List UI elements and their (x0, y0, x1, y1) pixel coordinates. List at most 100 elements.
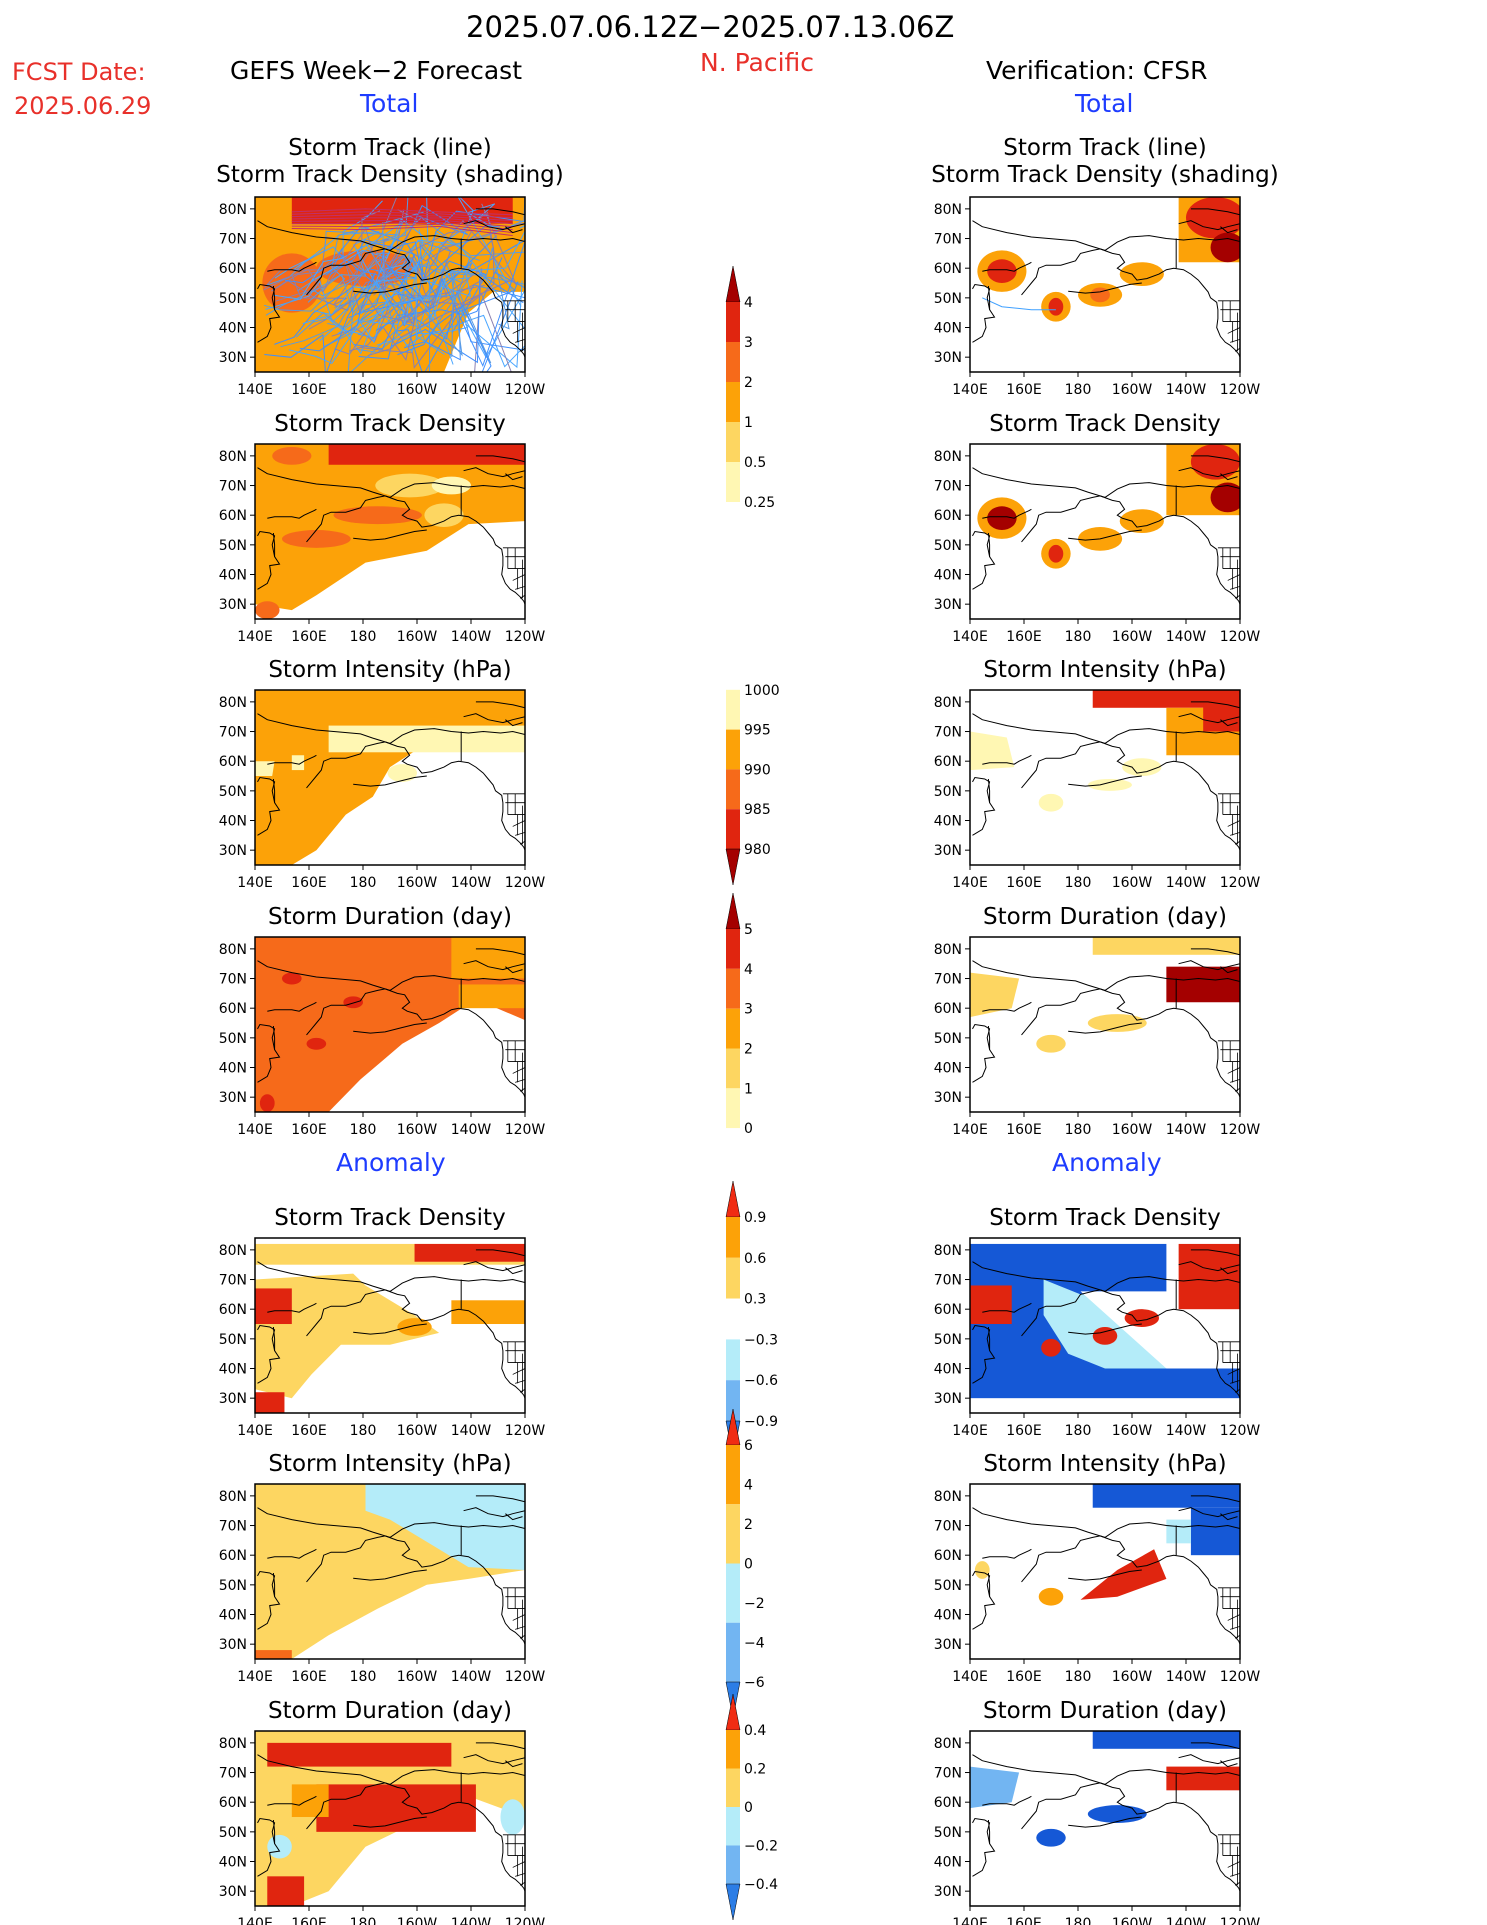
coastline (505, 226, 523, 234)
shade-region (255, 1650, 292, 1659)
y-tick-label: 40N (934, 1855, 962, 1871)
storm-track (400, 247, 510, 330)
us-state-lines (502, 300, 525, 352)
shade-blob (1048, 297, 1064, 316)
colorbar-label: −0.4 (744, 1877, 778, 1893)
x-tick-label: 160E (1006, 629, 1042, 645)
coastline (475, 701, 525, 709)
y-tick-label: 50N (219, 1332, 247, 1348)
map-shading (255, 1484, 525, 1659)
colorbar-label: 985 (744, 802, 771, 818)
storm-track (365, 219, 525, 288)
y-tick-label: 80N (934, 202, 962, 218)
colorbar-segment (726, 809, 740, 849)
y-tick-label: 40N (934, 321, 962, 337)
y-tick-label: 50N (934, 538, 962, 554)
coastline (972, 713, 1106, 744)
coastline (384, 988, 525, 1098)
storm-track (291, 225, 513, 237)
us-state-lines (1217, 1341, 1240, 1393)
colorbar-segment (726, 1445, 740, 1505)
x-tick-label: 160E (1006, 1916, 1042, 1925)
coastline (353, 1816, 427, 1828)
coastline (1021, 1782, 1101, 1830)
y-tick-label: 30N (219, 1637, 247, 1653)
shade-region (970, 1285, 1012, 1325)
colorbar-segment (726, 1298, 740, 1340)
x-tick-label: 160E (291, 1423, 327, 1439)
coastline (272, 532, 276, 557)
storm-track (299, 262, 424, 352)
storm-track (291, 211, 513, 219)
colorbar-segment (726, 1504, 740, 1564)
coastline (505, 1760, 523, 1768)
map-frame (969, 1483, 1241, 1660)
coastline (384, 1535, 525, 1645)
x-tick-label: 160W (1112, 1122, 1153, 1138)
x-tick-label: 160W (1112, 1916, 1153, 1925)
map-frame (969, 196, 1241, 373)
coastlines (257, 1249, 525, 1399)
storm-track (265, 252, 391, 316)
coastline (257, 1754, 391, 1785)
coastline (1104, 728, 1240, 744)
panel-title: Storm Duration (day) (983, 1698, 1227, 1724)
x-tick-label: 180 (1065, 1122, 1092, 1138)
x-tick-label: 160E (1006, 1122, 1042, 1138)
colorbar-label: 0.9 (744, 1210, 766, 1226)
storm-track (264, 272, 376, 372)
map-panel-vf-anom-duration: Storm Duration (day) 140E 160E 180 160W 140W 1… (934, 1698, 1261, 1925)
coastline (1190, 948, 1240, 956)
colorbar-arrow (725, 1180, 741, 1218)
x-tick-label: 140W (451, 875, 492, 891)
shade-blob (282, 530, 351, 548)
y-tick-label: 70N (219, 479, 247, 495)
us-state-lines (1217, 1587, 1240, 1639)
coastline (389, 235, 525, 251)
coastlines (257, 948, 525, 1098)
coastline (1099, 988, 1240, 1098)
shade-region (970, 731, 1015, 771)
x-tick-label: 160W (397, 1669, 438, 1685)
storm-track (397, 281, 519, 372)
shade-blob (387, 764, 417, 782)
shade-region (255, 937, 525, 1112)
y-tick-label: 40N (219, 1362, 247, 1378)
storm-track (358, 272, 472, 358)
map-panel-fc-anom-density: Storm Track Density 140E 160E 180 160W 140W 12… (219, 1205, 546, 1439)
coastlines (257, 1495, 525, 1645)
storm-track (292, 222, 386, 301)
coastline (353, 282, 427, 294)
colorbar-segment (726, 422, 740, 462)
coastline (353, 1022, 427, 1034)
shade-blob (259, 1094, 275, 1112)
coastline (982, 261, 1032, 272)
x-tick-label: 160E (291, 1669, 327, 1685)
coastline (505, 1513, 523, 1521)
map-panel-fc-duration: Storm Duration (day) 140E 160E 180 160W 140W 1… (219, 904, 546, 1138)
colorbar-segment (726, 1563, 740, 1623)
storm-track (291, 219, 513, 228)
storm-track (348, 278, 485, 362)
x-tick-label: 140E (237, 382, 273, 398)
y-tick-label: 50N (219, 538, 247, 554)
colorbar-label: 6 (744, 1438, 753, 1454)
shade-region (316, 1784, 476, 1832)
colorbar-label: 0.5 (744, 455, 766, 471)
x-tick-label: 120W (505, 1122, 546, 1138)
map-panel-vf-anom-intensity: Storm Intensity (hPa) 140E 160E 180 160W 140W… (934, 1451, 1261, 1685)
coastline (1104, 1276, 1240, 1292)
coastline (982, 1001, 1032, 1012)
coastlines (257, 701, 525, 851)
coastline (972, 960, 1106, 991)
shade-region (444, 291, 525, 372)
x-tick-label: 140W (1166, 1122, 1207, 1138)
map-frame (254, 689, 526, 866)
coastline (257, 713, 391, 744)
coastline (272, 1572, 276, 1597)
coastline (389, 728, 525, 744)
y-tick-label: 70N (934, 232, 962, 248)
x-tick-label: 180 (350, 875, 377, 891)
map-shading (970, 197, 1240, 372)
coastline (1190, 1495, 1240, 1503)
